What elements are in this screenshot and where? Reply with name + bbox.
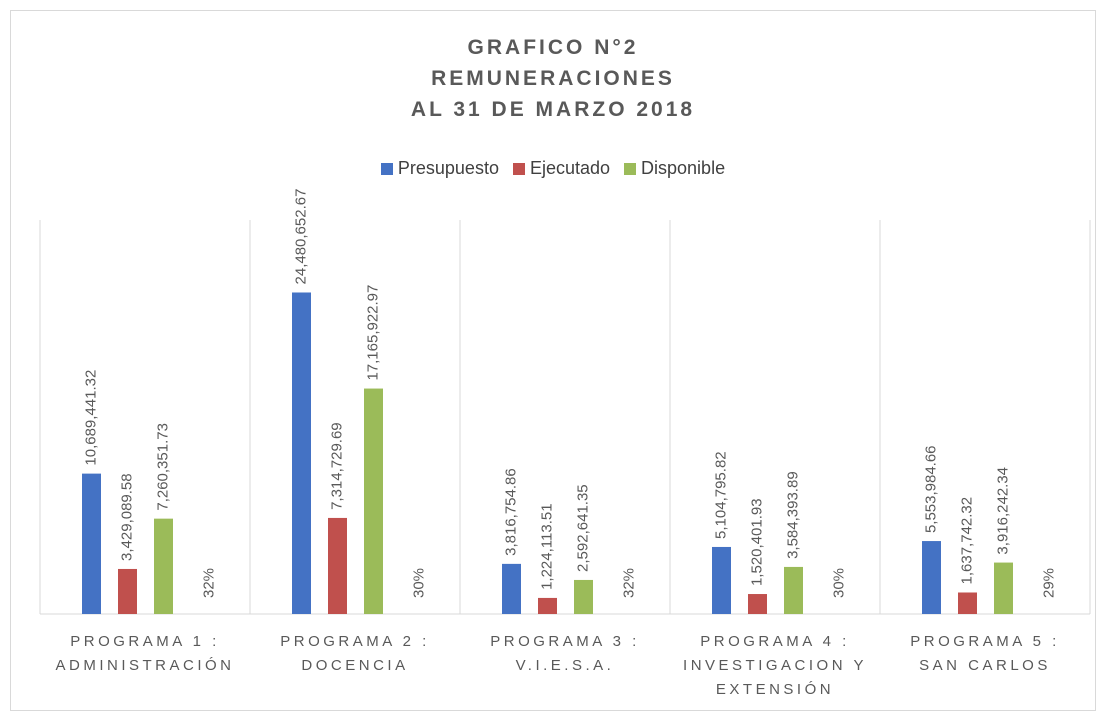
bar [328,517,347,614]
value-label: 3,916,242.34 [994,467,1011,555]
bar [712,546,731,614]
bar [922,541,941,614]
value-label: 24,480,652.67 [292,189,309,285]
bar [538,597,557,614]
x-tick-label: PROGRAMA 3 : V.I.E.S.A. [490,633,640,674]
value-label: 1,637,742.32 [958,497,975,585]
percent-label: 30% [830,568,847,598]
legend-item: Presupuesto [380,158,499,179]
bar [994,562,1013,614]
bar [748,594,767,614]
x-tick-label: PROGRAMA 5 : SAN CARLOS [910,633,1060,674]
value-label: 3,584,393.89 [784,471,801,559]
legend-swatch [624,162,637,175]
legend-swatch [380,162,393,175]
percent-label: 30% [410,568,427,598]
value-label: 17,165,922.97 [364,285,381,381]
x-tick-label: PROGRAMA 2 : DOCENCIA [280,633,430,674]
legend-label: Disponible [641,158,726,178]
value-label: 1,224,113.51 [538,503,555,589]
percent-label: 32% [620,568,637,598]
legend-swatch [512,162,525,175]
bar [364,388,383,614]
legend-label: Ejecutado [529,158,611,178]
value-label: 7,260,351.73 [154,423,171,511]
bar [958,592,977,614]
legend-item: Disponible [624,158,725,179]
chart-title: GRAFICO N°2 REMUNERACIONES AL 31 DE MARZ… [410,36,696,121]
value-label: 3,816,754.86 [502,468,519,556]
value-label: 5,553,984.66 [922,445,939,533]
bar [292,292,311,614]
percent-label: 29% [1040,568,1057,598]
percent-label: 32% [200,568,217,598]
value-label: 5,104,795.82 [712,451,729,539]
legend-item: Ejecutado [512,158,611,179]
value-label: 3,429,089.58 [118,473,135,561]
value-label: 10,689,441.32 [82,370,99,466]
legend-label: Presupuesto [397,158,499,178]
bar [154,518,173,614]
bar [502,563,521,614]
chart-border [10,10,1096,711]
x-tick-label: PROGRAMA 4 : INVESTIGACION Y EXTENSIÓN [683,633,867,698]
value-label: 7,314,729.69 [328,422,345,510]
value-label: 2,592,641.35 [574,484,591,572]
bar [574,579,593,614]
bar [118,568,137,614]
x-tick-label: PROGRAMA 1 : ADMINISTRACIÓN [55,633,235,674]
legend: Presupuesto Ejecutado Disponible [0,158,1106,179]
value-label: 1,520,401.93 [748,498,765,586]
bar [784,566,803,614]
bar [82,473,101,614]
